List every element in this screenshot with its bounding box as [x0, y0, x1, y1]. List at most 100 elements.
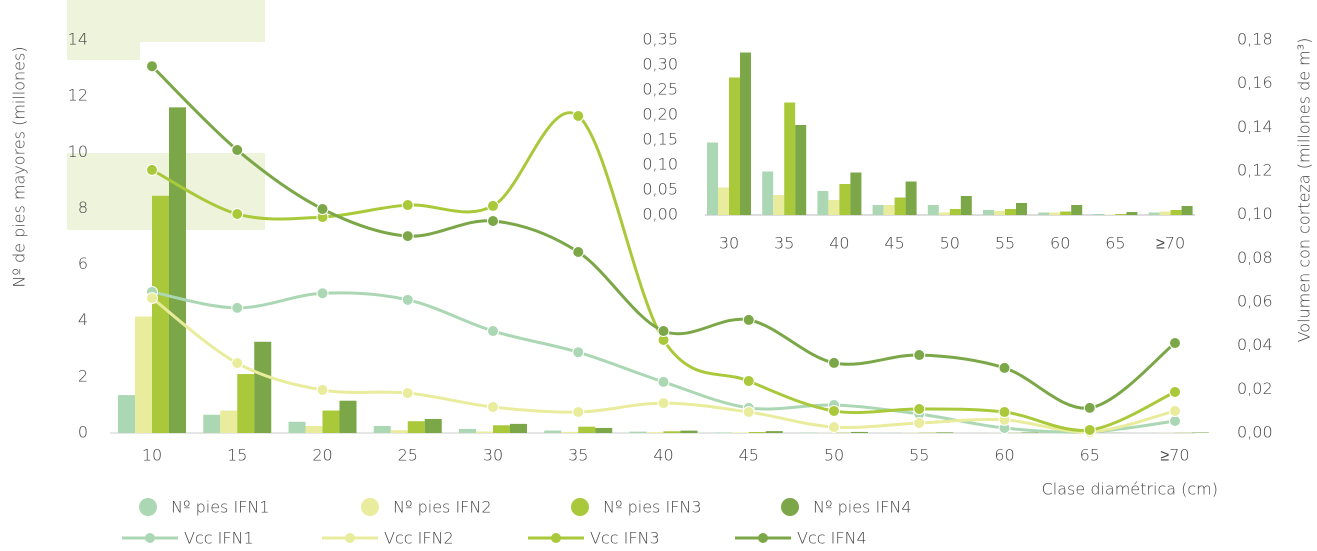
marker [147, 293, 158, 304]
y-tick-label: 0,20 [642, 105, 678, 124]
y2-tick-label: 0,10 [1237, 204, 1273, 223]
x-tick-label: 35 [774, 234, 794, 253]
bar [906, 182, 917, 216]
legend-label: Vcc IFN2 [384, 529, 454, 548]
bar [1093, 214, 1104, 215]
bar [718, 188, 729, 216]
bar [895, 198, 906, 216]
x-tick-label: 65 [1105, 234, 1125, 253]
marker [317, 384, 328, 395]
bar [936, 432, 953, 433]
marker [317, 288, 328, 299]
bar [1182, 206, 1193, 215]
x-tick-label: ≥70 [1156, 234, 1185, 253]
marker [573, 247, 584, 258]
y-tick-label: 0,30 [642, 55, 678, 74]
y2-tick-label: 0,08 [1237, 248, 1273, 267]
y-tick-label: 14 [68, 30, 88, 49]
marker [658, 398, 669, 409]
bar [950, 209, 961, 215]
bar [1104, 215, 1115, 216]
marker [573, 347, 584, 358]
bar [884, 205, 895, 215]
bar [323, 411, 340, 433]
bar [510, 424, 527, 433]
y2-tick-label: 0,02 [1237, 379, 1273, 398]
bar [254, 342, 271, 433]
bar [169, 107, 186, 433]
legend-label: Vcc IFN4 [797, 529, 867, 548]
y2-tick-label: 0,18 [1237, 30, 1273, 49]
marker [1084, 402, 1095, 413]
x-tick-label: 60 [1050, 234, 1070, 253]
marker [232, 302, 243, 313]
legend-label: Vcc IFN1 [184, 529, 254, 548]
x-tick-label: 30 [483, 446, 503, 465]
bar [1071, 205, 1082, 215]
bar [707, 143, 718, 216]
decoration [67, 0, 265, 42]
marker [1170, 338, 1181, 349]
legend-label: Nº pies IFN4 [813, 498, 912, 517]
marker [743, 314, 754, 325]
y-tick-label: 10 [68, 142, 88, 161]
legend-label: Nº pies IFN2 [393, 498, 492, 517]
y-tick-label: 0,15 [642, 130, 678, 149]
bar [118, 395, 135, 433]
bar [784, 103, 795, 216]
marker [488, 215, 499, 226]
bar [939, 213, 950, 216]
bar [306, 426, 323, 433]
x-tick-label: 30 [719, 234, 739, 253]
bar [740, 53, 751, 216]
bar [762, 172, 773, 216]
marker [914, 350, 925, 361]
bar [152, 196, 169, 433]
marker [402, 200, 413, 211]
x-tick-label: ≥70 [1160, 446, 1189, 465]
marker [488, 326, 499, 337]
x-tick-label: 40 [653, 446, 673, 465]
x-tick-label: 15 [227, 446, 247, 465]
legend-key [361, 498, 379, 516]
bar [1005, 209, 1016, 215]
marker [1170, 386, 1181, 397]
marker [232, 358, 243, 369]
bar [1149, 213, 1160, 216]
bar [715, 432, 732, 433]
x-tick-label: 50 [824, 446, 844, 465]
x-tick-label: 35 [568, 446, 588, 465]
legend-label: Nº pies IFN1 [171, 498, 270, 517]
marker [999, 407, 1010, 418]
y2-tick-label: 0,04 [1237, 335, 1273, 354]
bar [1016, 203, 1027, 215]
legend-key [551, 533, 561, 543]
bar [630, 432, 647, 433]
marker [658, 326, 669, 337]
marker [829, 405, 840, 416]
legend-key [758, 533, 768, 543]
legend-key [145, 533, 155, 543]
bar [220, 411, 237, 433]
line [152, 298, 1175, 432]
y-tick-label: 8 [78, 198, 88, 217]
bar [289, 422, 306, 433]
y-axis-label: Nº de pies mayores (millones) [10, 46, 29, 287]
legend-label: Vcc IFN3 [590, 529, 660, 548]
bar [732, 432, 749, 433]
x-tick-label: 55 [995, 234, 1015, 253]
bar [664, 431, 681, 433]
bar [795, 125, 806, 215]
x-tick-label: 20 [312, 446, 332, 465]
x-axis-label: Clase diamétrica (cm) [1042, 480, 1218, 499]
y2-tick-label: 0,00 [1237, 423, 1273, 442]
bar [1022, 432, 1039, 433]
x-tick-label: 25 [398, 446, 418, 465]
bar [1171, 210, 1182, 215]
bar [561, 432, 578, 433]
x-tick-label: 60 [994, 446, 1014, 465]
y-tick-label: 2 [78, 366, 88, 385]
legend-label: Nº pies IFN3 [603, 498, 702, 517]
marker [829, 357, 840, 368]
y-tick-label: 0,00 [642, 205, 678, 224]
